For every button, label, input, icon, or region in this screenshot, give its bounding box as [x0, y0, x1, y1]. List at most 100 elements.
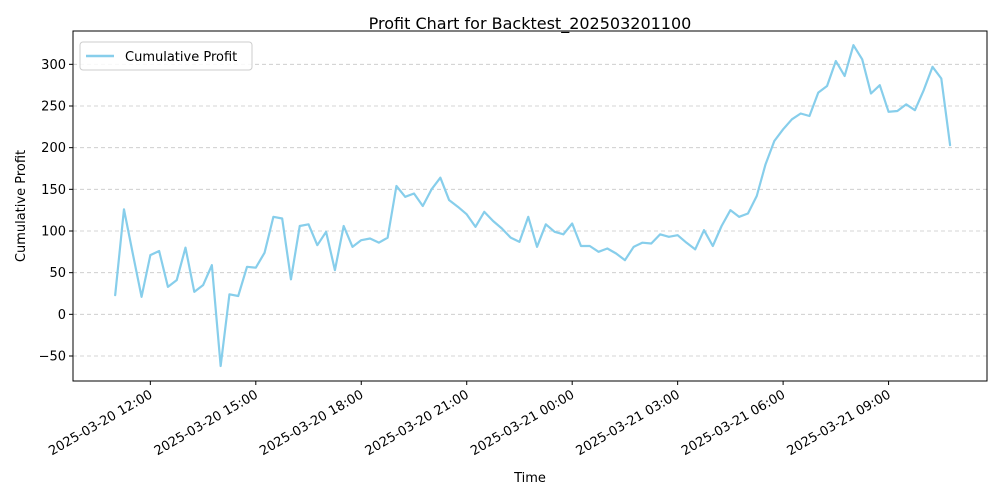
data-point — [703, 229, 705, 231]
y-tick-label: 300 — [41, 58, 66, 73]
data-point — [123, 208, 125, 211]
y-tick-label: 200 — [41, 141, 66, 156]
data-point — [430, 188, 433, 191]
data-point — [281, 217, 283, 220]
data-point — [421, 205, 424, 207]
y-tick-label: 100 — [41, 225, 66, 240]
data-point — [764, 163, 767, 166]
data-point — [351, 246, 354, 248]
data-point — [457, 206, 459, 208]
data-point — [193, 291, 196, 293]
data-point — [527, 216, 530, 218]
x-tick-label: 2025-03-20 15:00 — [152, 387, 261, 459]
data-point — [940, 77, 943, 80]
data-point — [755, 195, 758, 197]
data-point — [659, 233, 661, 236]
data-point — [465, 213, 468, 216]
x-tick-label: 2025-03-21 09:00 — [785, 387, 894, 459]
data-point — [685, 241, 688, 244]
y-tick-label: 0 — [58, 308, 66, 323]
data-point — [413, 192, 415, 195]
x-tick-label: 2025-03-20 18:00 — [257, 387, 366, 459]
x-tick-label: 2025-03-20 21:00 — [363, 387, 472, 459]
data-point — [676, 234, 679, 236]
data-point — [922, 89, 925, 91]
data-point — [290, 278, 292, 281]
data-point — [870, 92, 872, 95]
data-point — [246, 266, 248, 268]
data-point — [255, 266, 257, 269]
legend-entry-cumulative-profit: Cumulative Profit — [125, 50, 237, 65]
data-point — [791, 118, 793, 121]
data-point — [202, 284, 204, 286]
data-point — [272, 216, 275, 218]
series-layer — [114, 44, 952, 368]
data-point — [553, 231, 556, 233]
data-point — [316, 244, 319, 246]
data-point — [545, 223, 547, 226]
data-point — [228, 293, 231, 296]
data-point — [325, 231, 327, 233]
data-point — [606, 247, 609, 250]
data-point — [167, 286, 169, 288]
plot-area — [72, 30, 988, 382]
x-tick-label: 2025-03-21 03:00 — [574, 387, 683, 459]
data-point — [852, 44, 855, 46]
data-point — [298, 225, 301, 227]
data-point — [386, 236, 389, 239]
data-point — [905, 103, 907, 106]
data-point — [140, 296, 143, 298]
data-point — [474, 226, 477, 228]
data-point — [439, 176, 442, 179]
data-point — [131, 252, 134, 255]
data-point — [782, 128, 784, 131]
data-point — [342, 225, 345, 227]
data-point — [158, 250, 160, 252]
data-point — [931, 66, 934, 68]
data-point — [404, 196, 407, 198]
data-point — [747, 212, 749, 215]
y-tick-label: 250 — [41, 100, 66, 115]
data-point — [571, 222, 573, 225]
data-point — [492, 220, 494, 222]
data-point — [949, 144, 951, 146]
data-point — [378, 241, 380, 244]
data-point — [237, 295, 240, 297]
legend: Cumulative Profit — [79, 41, 253, 71]
data-point — [615, 252, 617, 255]
data-point — [817, 91, 820, 94]
data-point — [597, 251, 600, 253]
data-point — [334, 269, 336, 271]
x-axis-label: Time — [513, 471, 546, 486]
x-tick-label: 2025-03-21 06:00 — [679, 387, 788, 459]
data-point — [641, 241, 644, 244]
data-point — [896, 110, 899, 112]
data-point — [483, 211, 486, 213]
data-point — [712, 245, 714, 247]
data-point — [588, 245, 591, 247]
data-point — [738, 216, 740, 218]
legend-box — [79, 41, 253, 71]
x-tick-label: 2025-03-20 12:00 — [46, 387, 155, 459]
data-point — [114, 294, 116, 296]
data-point — [632, 246, 635, 248]
data-point — [835, 60, 837, 62]
data-point — [448, 199, 450, 201]
data-point — [914, 109, 916, 111]
data-point — [887, 111, 890, 113]
y-tick-label: 150 — [41, 183, 66, 198]
data-point — [509, 236, 512, 239]
y-tick-label: 50 — [49, 266, 66, 281]
series-line-cumulative-profit — [114, 44, 952, 368]
data-point — [720, 225, 723, 227]
data-point — [360, 239, 363, 241]
data-point — [562, 233, 565, 236]
data-point — [518, 241, 521, 243]
data-point — [826, 85, 828, 87]
y-tick-label: −50 — [39, 350, 66, 365]
data-point — [668, 236, 670, 238]
data-point — [395, 185, 398, 187]
y-axis: −50 0 50 100 150 200 250 300 — [39, 58, 73, 365]
